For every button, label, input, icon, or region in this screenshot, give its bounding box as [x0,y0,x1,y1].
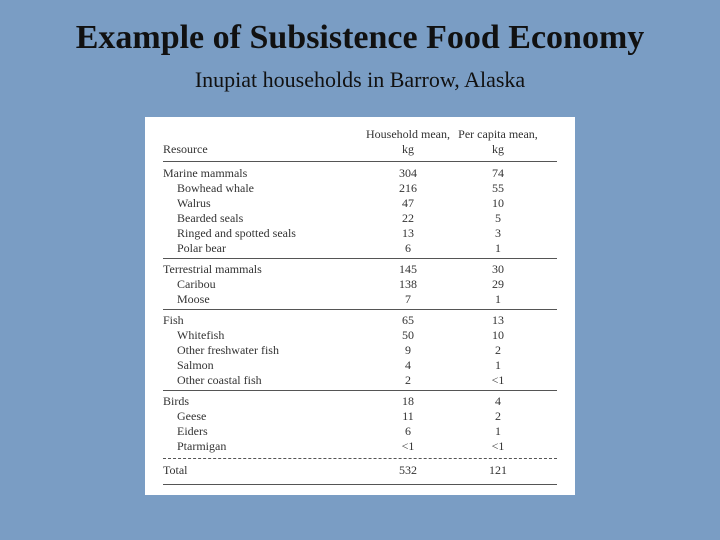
table-row: Marine mammals 304 74 [163,166,557,181]
cell-percapita: <1 [453,439,543,454]
cell-percapita: 13 [453,313,543,328]
total-label: Total [163,463,363,478]
cell-household: 138 [363,277,453,292]
cell-percapita: 1 [453,241,543,256]
group-label: Fish [163,313,363,328]
cell-percapita: 55 [453,181,543,196]
cell-household: 13 [363,226,453,241]
slide: Example of Subsistence Food Economy Inup… [0,0,720,540]
cell-percapita: <1 [453,373,543,388]
item-label: Salmon [163,358,363,373]
group-label: Terrestrial mammals [163,262,363,277]
cell-percapita: 1 [453,424,543,439]
cell-percapita: 1 [453,358,543,373]
data-table: Resource Household mean, kg Per capita m… [145,117,575,495]
item-label: Bearded seals [163,211,363,226]
item-label: Eiders [163,424,363,439]
cell-percapita: 2 [453,409,543,424]
col-percapita: Per capita mean, kg [453,127,543,157]
cell-percapita: 29 [453,277,543,292]
table-row: Other coastal fish 2 <1 [163,373,557,388]
group-label: Marine mammals [163,166,363,181]
cell-household: 22 [363,211,453,226]
item-label: Polar bear [163,241,363,256]
table-row: Whitefish 50 10 [163,328,557,343]
item-label: Ringed and spotted seals [163,226,363,241]
group-label: Birds [163,394,363,409]
cell-household: 532 [363,463,453,478]
cell-household: 11 [363,409,453,424]
table-row: Ptarmigan <1 <1 [163,439,557,454]
cell-percapita: 74 [453,166,543,181]
cell-household: 6 [363,241,453,256]
cell-household: 7 [363,292,453,307]
cell-household: 50 [363,328,453,343]
cell-household: 6 [363,424,453,439]
slide-title: Example of Subsistence Food Economy [40,18,680,57]
cell-household: 4 [363,358,453,373]
table-bottom-rule [163,484,557,485]
table-total-row: Total 532 121 [163,458,557,478]
cell-household: 216 [363,181,453,196]
cell-percapita: 1 [453,292,543,307]
col-household: Household mean, kg [363,127,453,157]
cell-household: 2 [363,373,453,388]
item-label: Moose [163,292,363,307]
cell-percapita: 5 [453,211,543,226]
table-row: Polar bear 6 1 [163,241,557,256]
item-label: Bowhead whale [163,181,363,196]
cell-percapita: 10 [453,196,543,211]
table-row: Bowhead whale 216 55 [163,181,557,196]
table-row: Bearded seals 22 5 [163,211,557,226]
item-label: Caribou [163,277,363,292]
table-row: Moose 7 1 [163,292,557,307]
table-row: Geese 11 2 [163,409,557,424]
cell-household: 18 [363,394,453,409]
cell-household: 47 [363,196,453,211]
table-row: Birds 18 4 [163,390,557,409]
cell-percapita: 2 [453,343,543,358]
cell-percapita: 3 [453,226,543,241]
cell-household: <1 [363,439,453,454]
cell-percapita: 4 [453,394,543,409]
table-row: Other freshwater fish 9 2 [163,343,557,358]
cell-percapita: 10 [453,328,543,343]
slide-subtitle: Inupiat households in Barrow, Alaska [40,67,680,93]
table-row: Ringed and spotted seals 13 3 [163,226,557,241]
cell-percapita: 121 [453,463,543,478]
item-label: Ptarmigan [163,439,363,454]
table-row: Terrestrial mammals 145 30 [163,258,557,277]
table-row: Salmon 4 1 [163,358,557,373]
cell-household: 65 [363,313,453,328]
item-label: Walrus [163,196,363,211]
item-label: Other freshwater fish [163,343,363,358]
cell-household: 145 [363,262,453,277]
table-row: Walrus 47 10 [163,196,557,211]
cell-percapita: 30 [453,262,543,277]
item-label: Other coastal fish [163,373,363,388]
table-header: Resource Household mean, kg Per capita m… [163,127,557,162]
col-resource: Resource [163,142,363,157]
table-row: Fish 65 13 [163,309,557,328]
item-label: Whitefish [163,328,363,343]
item-label: Geese [163,409,363,424]
cell-household: 304 [363,166,453,181]
table-row: Caribou 138 29 [163,277,557,292]
table-row: Eiders 6 1 [163,424,557,439]
cell-household: 9 [363,343,453,358]
